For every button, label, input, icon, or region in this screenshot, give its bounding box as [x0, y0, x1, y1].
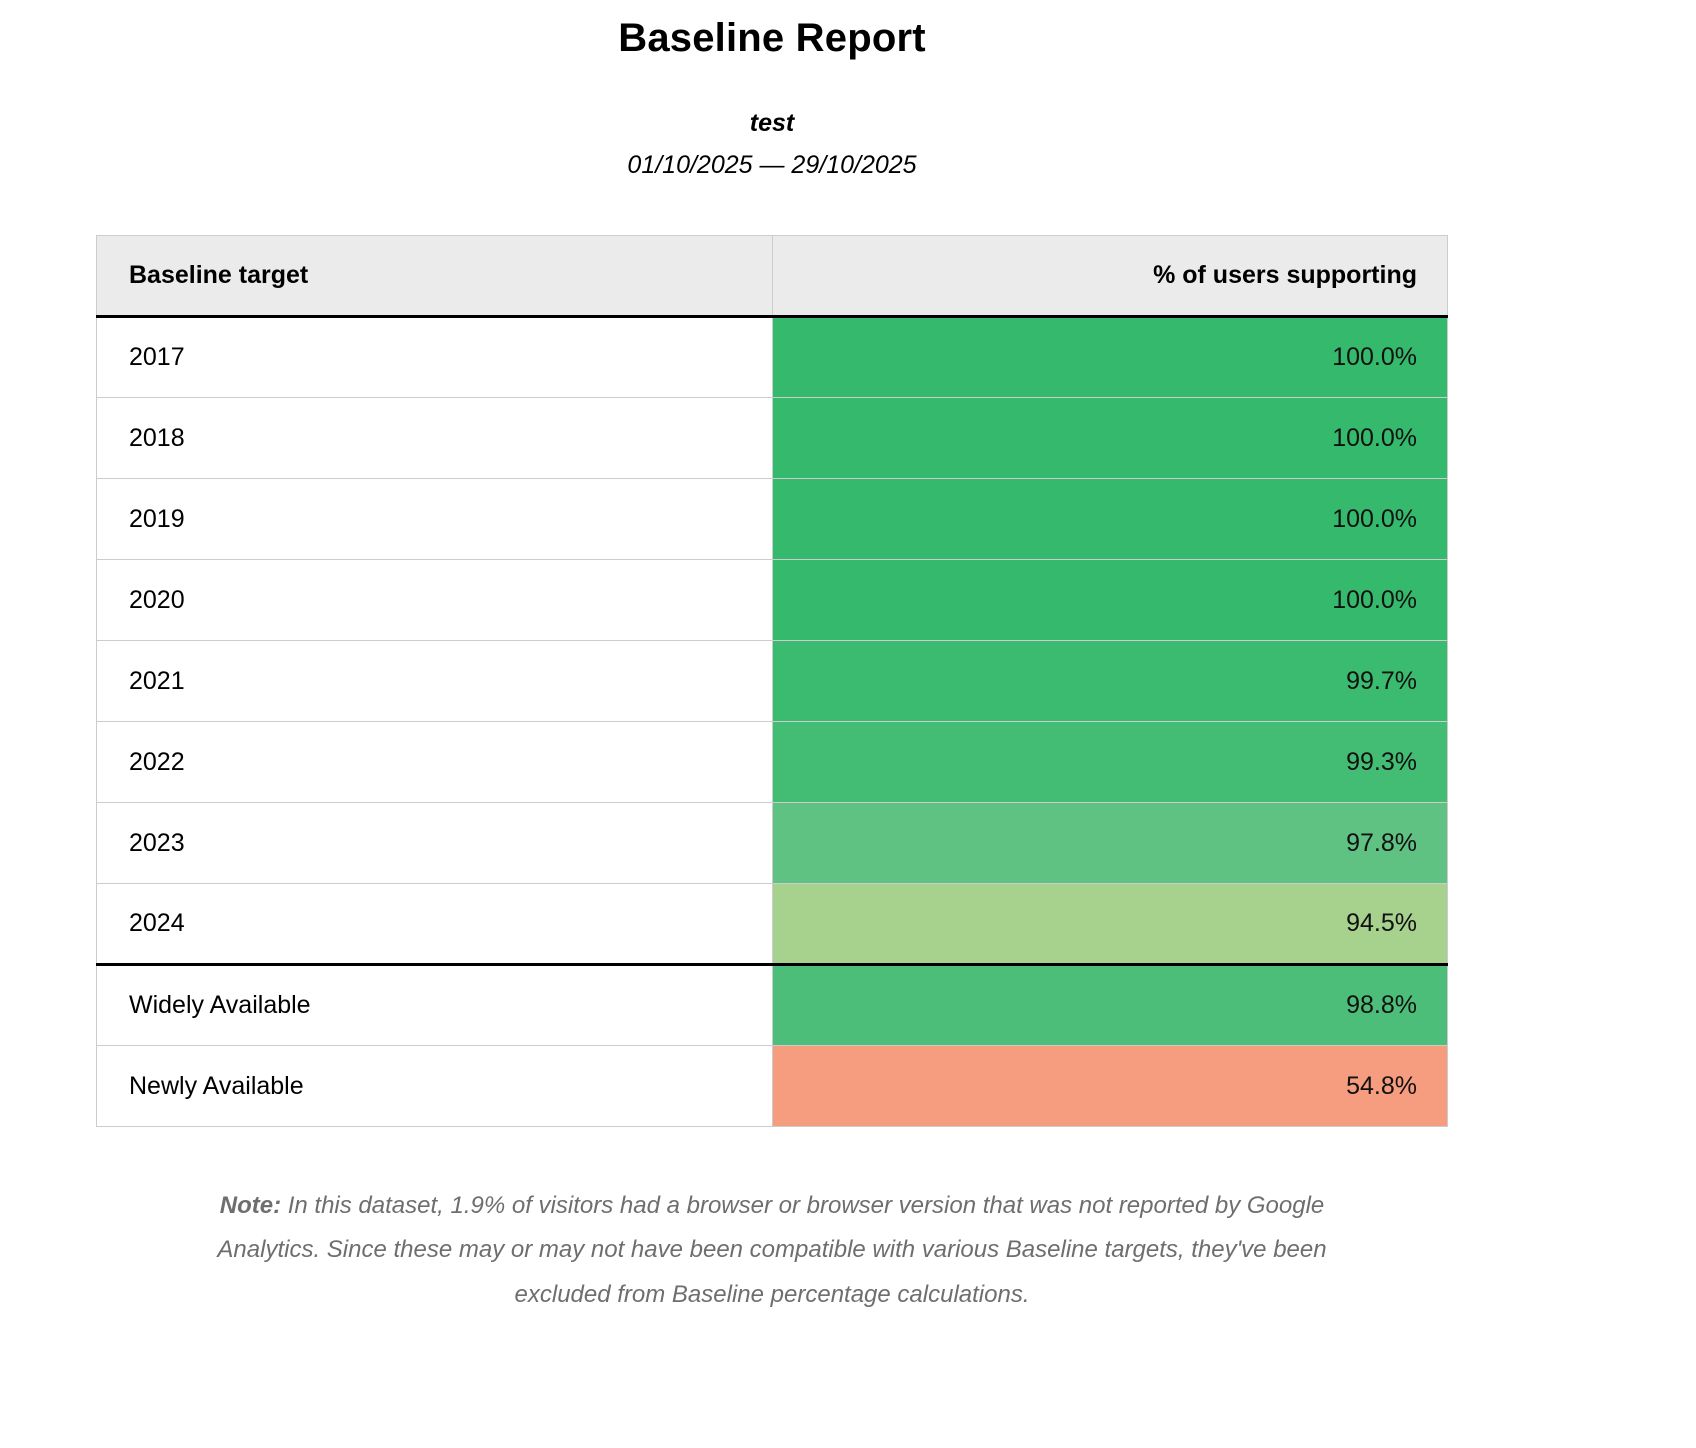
footnote-label: Note: — [219, 1192, 282, 1219]
table-row: 2019 100.0% — [96, 478, 1448, 560]
row-value-cell: 100.0% — [771, 316, 1448, 398]
row-value-cell: 99.7% — [771, 640, 1448, 722]
row-label-cell: 2023 — [96, 802, 773, 884]
row-value-cell: 98.8% — [771, 963, 1448, 1046]
header-baseline-target: Baseline target — [96, 235, 773, 318]
table-header: Baseline target % of users supporting — [96, 235, 1448, 318]
header-percent-supporting: % of users supporting — [771, 235, 1448, 318]
footnote-text: In this dataset, 1.9% of visitors had a … — [217, 1192, 1327, 1308]
report-date-range: 01/10/2025 — 29/10/2025 — [627, 151, 917, 179]
table-row-newly-available: Newly Available 54.8% — [96, 1045, 1448, 1127]
table-row: 2021 99.7% — [96, 640, 1448, 722]
baseline-table: Baseline target % of users supporting 20… — [96, 235, 1448, 1127]
table-row: 2024 94.5% — [96, 883, 1448, 965]
row-value-cell: 54.8% — [771, 1045, 1448, 1127]
table-row: 2018 100.0% — [96, 397, 1448, 479]
table-row: 2023 97.8% — [96, 802, 1448, 884]
row-value-cell: 94.5% — [771, 883, 1448, 965]
report-page: Baseline Report test 01/10/2025 — 29/10/… — [96, 0, 1448, 1317]
table-row: 2020 100.0% — [96, 559, 1448, 641]
header-row: Baseline target % of users supporting — [96, 235, 1448, 318]
row-label-cell: Newly Available — [96, 1045, 773, 1127]
row-label-cell: 2019 — [96, 478, 773, 560]
page-title: Baseline Report — [618, 16, 926, 60]
table-row: 2022 99.3% — [96, 721, 1448, 803]
row-label-cell: 2024 — [96, 883, 773, 965]
footnote: Note: In this dataset, 1.9% of visitors … — [177, 1184, 1367, 1317]
row-label-cell: 2021 — [96, 640, 773, 722]
row-value-cell: 97.8% — [771, 802, 1448, 884]
row-label-cell: 2018 — [96, 397, 773, 479]
row-value-cell: 100.0% — [771, 559, 1448, 641]
table-row: 2017 100.0% — [96, 316, 1448, 398]
row-label-cell: 2020 — [96, 559, 773, 641]
table-row-widely-available: Widely Available 98.8% — [96, 963, 1448, 1046]
row-value-cell: 99.3% — [771, 721, 1448, 803]
row-value-cell: 100.0% — [771, 478, 1448, 560]
row-label-cell: 2017 — [96, 316, 773, 398]
row-label-cell: 2022 — [96, 721, 773, 803]
table-body: 2017 100.0% 2018 100.0% 2019 100.0% 2020… — [96, 316, 1448, 1127]
row-label-cell: Widely Available — [96, 963, 773, 1046]
row-value-cell: 100.0% — [771, 397, 1448, 479]
report-subtitle: test — [749, 109, 795, 137]
